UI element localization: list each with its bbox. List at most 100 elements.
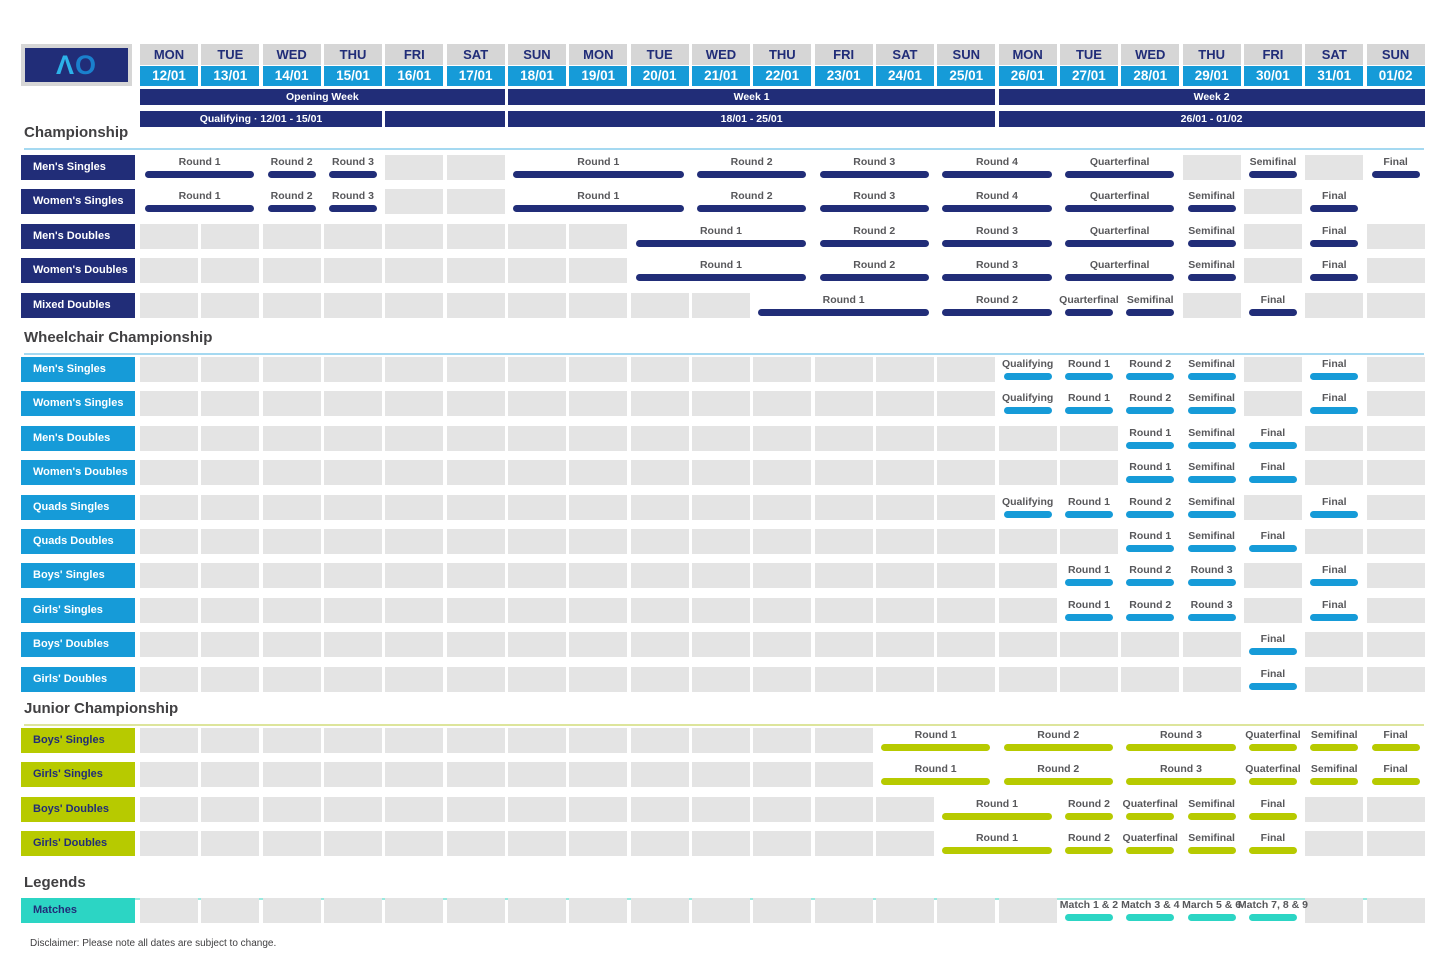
empty-day-cell bbox=[875, 796, 934, 822]
round-segment-label: Semifinal bbox=[1188, 358, 1235, 370]
round-segment-bar bbox=[1003, 744, 1113, 751]
empty-day-cell bbox=[1121, 632, 1180, 658]
empty-day-cell bbox=[385, 831, 444, 857]
round-segment-label: Round 2 bbox=[853, 224, 896, 237]
empty-day-cell bbox=[201, 292, 260, 318]
empty-day-cell bbox=[507, 460, 566, 486]
round-segment-label: Final bbox=[1322, 358, 1347, 370]
round-segment-label: Round 4 bbox=[975, 190, 1018, 203]
round-segment-bar bbox=[1310, 613, 1359, 621]
round-segment-label: Match 1 & 2 bbox=[1059, 899, 1119, 911]
day-name-cell: MON bbox=[569, 44, 628, 65]
round-segment-bar bbox=[819, 274, 929, 282]
empty-day-cell bbox=[323, 796, 382, 822]
empty-day-cell bbox=[753, 666, 812, 692]
day-date-cell: 26/01 bbox=[998, 66, 1057, 86]
round-segment-bar bbox=[1126, 373, 1175, 380]
round-segment-bar bbox=[696, 171, 807, 178]
empty-day-cell bbox=[1366, 357, 1425, 382]
empty-day-cell bbox=[937, 632, 996, 658]
empty-day-cell bbox=[385, 529, 444, 554]
round-segment-bar bbox=[758, 308, 929, 316]
empty-day-cell bbox=[814, 460, 873, 486]
empty-day-cell bbox=[323, 258, 382, 284]
round-segment-bar bbox=[1126, 579, 1175, 587]
empty-day-cell bbox=[630, 357, 689, 382]
empty-day-cell bbox=[507, 494, 566, 520]
empty-day-cell bbox=[814, 391, 873, 417]
empty-day-cell bbox=[262, 632, 321, 658]
empty-day-cell bbox=[569, 597, 628, 623]
empty-day-cell bbox=[323, 898, 382, 923]
round-segment-bar bbox=[1310, 239, 1359, 247]
empty-day-cell bbox=[201, 529, 260, 554]
empty-day-cell bbox=[201, 728, 260, 753]
round-segment-bar bbox=[512, 171, 684, 178]
empty-day-cell bbox=[323, 666, 382, 692]
empty-day-cell bbox=[323, 563, 382, 589]
round-segment-label: Semifinal bbox=[1126, 293, 1174, 306]
round-segment-label: Quarterfinal bbox=[1089, 156, 1150, 168]
empty-day-cell bbox=[446, 292, 505, 318]
empty-day-cell bbox=[1059, 666, 1118, 692]
section-title-legends: Legends bbox=[24, 874, 86, 891]
day-date-cell: 20/01 bbox=[630, 66, 689, 86]
empty-day-cell bbox=[1243, 357, 1302, 382]
row-label-boys-doubles: Boys' Doubles bbox=[21, 632, 135, 658]
round-segment-label: Round 1 bbox=[1067, 598, 1110, 611]
round-segment-bar bbox=[1126, 510, 1175, 518]
round-segment-bar bbox=[1187, 441, 1236, 449]
empty-day-cell bbox=[446, 391, 505, 417]
empty-day-cell bbox=[323, 425, 382, 451]
round-segment-label: Round 3 bbox=[1190, 564, 1233, 577]
empty-day-cell bbox=[998, 460, 1057, 486]
empty-day-cell bbox=[385, 391, 444, 417]
empty-day-cell bbox=[875, 494, 934, 520]
empty-day-cell bbox=[507, 898, 566, 923]
empty-day-cell bbox=[753, 831, 812, 857]
round-segment-bar bbox=[1310, 579, 1359, 587]
empty-day-cell bbox=[507, 563, 566, 589]
empty-day-cell bbox=[691, 666, 750, 692]
empty-day-cell bbox=[1366, 223, 1425, 249]
round-segment-label: March 5 & 6 bbox=[1182, 899, 1242, 911]
date-range-bar bbox=[385, 111, 505, 127]
empty-day-cell bbox=[937, 494, 996, 520]
empty-day-cell bbox=[630, 425, 689, 451]
round-segment-label: Round 1 bbox=[699, 259, 742, 272]
round-segment-label: Round 3 bbox=[853, 190, 896, 203]
round-segment-bar bbox=[1064, 373, 1113, 380]
empty-day-cell bbox=[569, 762, 628, 788]
empty-day-cell bbox=[753, 898, 812, 923]
empty-day-cell bbox=[1366, 391, 1425, 417]
empty-day-cell bbox=[630, 391, 689, 417]
round-segment-label: Round 1 bbox=[577, 156, 620, 168]
empty-day-cell bbox=[201, 357, 260, 382]
empty-day-cell bbox=[998, 898, 1057, 923]
empty-day-cell bbox=[385, 155, 444, 180]
round-segment-bar bbox=[1248, 744, 1297, 751]
empty-day-cell bbox=[814, 563, 873, 589]
empty-day-cell bbox=[630, 831, 689, 857]
empty-day-cell bbox=[691, 529, 750, 554]
empty-day-cell bbox=[262, 762, 321, 788]
empty-day-cell bbox=[1182, 666, 1241, 692]
empty-day-cell bbox=[630, 563, 689, 589]
empty-day-cell bbox=[569, 292, 628, 318]
empty-day-cell bbox=[1243, 597, 1302, 623]
empty-day-cell bbox=[385, 258, 444, 284]
round-segment-bar bbox=[1003, 407, 1052, 415]
round-segment-label: Round 1 bbox=[178, 190, 221, 203]
empty-day-cell bbox=[691, 391, 750, 417]
empty-day-cell bbox=[140, 357, 198, 382]
round-segment-bar bbox=[1248, 441, 1297, 449]
round-segment-bar bbox=[1310, 373, 1359, 380]
empty-day-cell bbox=[201, 460, 260, 486]
empty-day-cell bbox=[507, 292, 566, 318]
empty-day-cell bbox=[1305, 796, 1364, 822]
empty-day-cell bbox=[1305, 898, 1364, 923]
round-segment-label: Final bbox=[1260, 832, 1286, 845]
empty-day-cell bbox=[140, 898, 198, 923]
round-segment-label: Round 2 bbox=[1037, 729, 1080, 741]
round-segment-bar bbox=[880, 744, 991, 751]
